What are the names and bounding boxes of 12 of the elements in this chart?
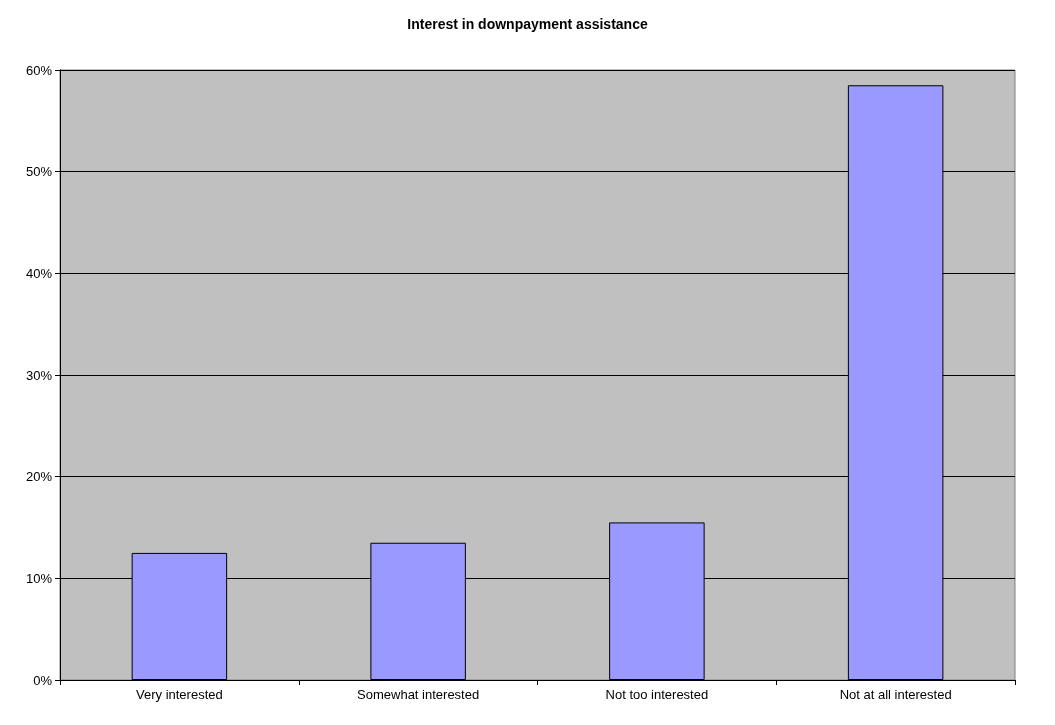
y-tick-label: 30% <box>25 367 53 383</box>
y-tick-label: 10% <box>25 570 53 586</box>
chart-title: Interest in downpayment assistance <box>407 16 648 32</box>
y-tick-label: 60% <box>25 62 53 78</box>
y-tick-label: 0% <box>33 672 53 688</box>
y-tick-label: 40% <box>25 265 53 281</box>
x-tick-label: Not too interested <box>605 687 709 702</box>
x-tick-label: Not at all interested <box>839 687 952 702</box>
y-tick-label: 50% <box>25 164 53 180</box>
y-tick-label: 20% <box>25 469 53 485</box>
x-tick-label: Very interested <box>136 687 223 702</box>
x-tick-label: Somewhat interested <box>357 687 480 702</box>
